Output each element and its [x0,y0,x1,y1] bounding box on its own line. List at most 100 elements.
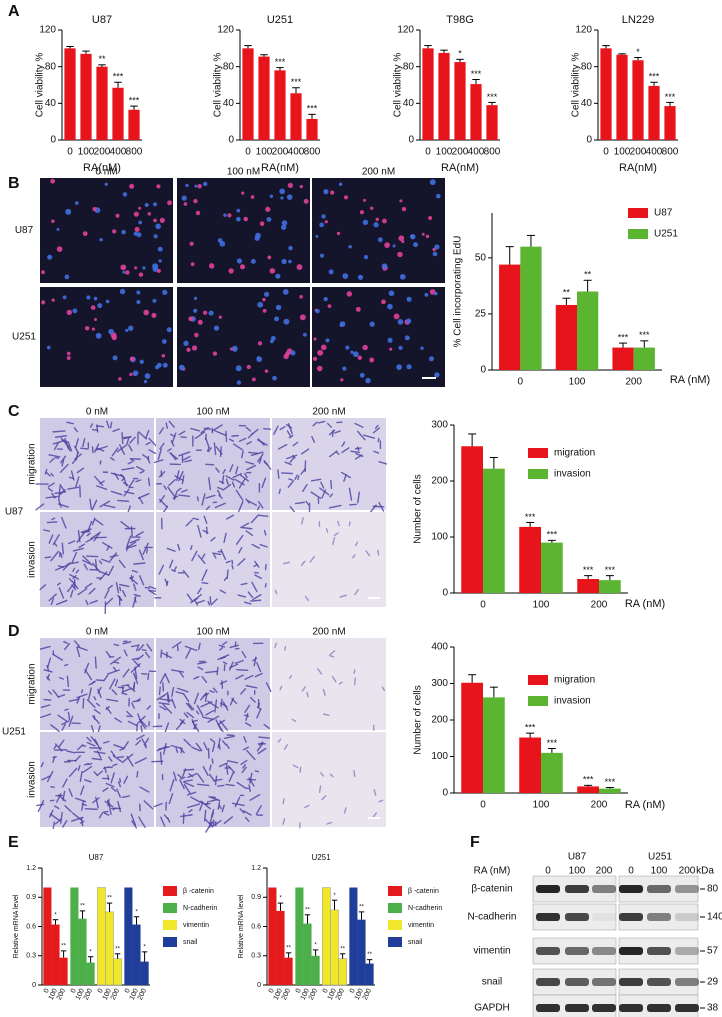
y-tick-label: 40 [581,98,593,109]
cell [210,536,216,542]
nucleus [108,328,114,335]
blot-band [647,1004,671,1012]
cell [58,485,61,499]
nucleus [129,183,135,189]
cell [41,775,51,781]
cell [225,430,228,442]
x-tick-label: 100 [533,600,550,611]
significance: *** [605,777,616,787]
cell [140,721,146,730]
cell [273,425,279,435]
cell [57,714,68,723]
cell [348,521,351,527]
x-tick-label: 0 [603,147,609,158]
blot-band [536,885,560,893]
cell [353,770,356,777]
nucleus [193,198,198,204]
nucleus [316,365,323,372]
cell [107,584,113,590]
nucleus [82,231,88,237]
significance: *** [547,738,558,748]
cell [70,816,84,822]
cell [237,594,247,598]
x-axis-label: RA(nM) [83,162,121,174]
cell [190,597,199,604]
cell [321,795,327,801]
cell [84,668,93,681]
cell [168,793,174,805]
cell [110,787,117,792]
cell [61,458,65,467]
cell [329,650,336,656]
blot-band [536,947,560,955]
image-background [40,512,154,607]
bar [600,48,612,141]
x-tick-label: 0 [295,988,303,995]
nucleus [153,218,157,223]
nucleus [369,357,375,363]
cell [89,423,94,428]
x-tick-label: 0 [245,147,251,158]
cell [127,720,138,727]
nucleus [421,232,425,236]
cell [197,773,205,783]
cell [68,578,73,583]
bar [51,924,60,985]
cell [68,788,73,797]
y-axis-label: Cell viability % [213,53,224,118]
micrograph [272,418,388,516]
cell [228,438,235,442]
x-tick-label: 200 [591,600,608,611]
cell [249,599,262,602]
x-tick-label: 100 [129,988,140,1002]
nucleus [398,345,403,350]
significance: * [89,949,92,955]
cell [95,445,108,451]
cell [217,486,223,490]
nucleus [155,365,160,370]
cell [378,502,385,512]
nucleus [236,380,242,385]
cell [321,489,327,499]
legend-swatch [528,675,548,685]
cell [326,821,333,825]
cell [46,676,51,681]
cell [278,488,281,495]
cell [46,521,58,524]
cell [257,747,267,755]
cell [208,477,212,491]
cell [109,678,116,690]
cell [89,599,98,604]
cell [84,807,98,811]
cell [261,477,267,489]
cell [197,661,207,665]
y-tick-label: 25 [475,309,487,320]
cell [284,645,287,651]
cell [80,689,84,694]
cell [137,492,150,499]
cell [158,564,165,575]
cell [90,724,95,734]
cell [110,772,115,784]
cell [205,709,215,716]
nucleus [166,327,172,333]
cell [309,555,315,563]
nucleus [404,335,410,341]
nucleus [429,289,436,295]
cell [243,736,247,743]
cell [254,574,263,580]
cell [53,745,57,750]
x-tick-label: 200 [452,147,469,158]
cell [195,710,200,715]
bar [461,446,483,593]
group-label: U87 [568,852,587,863]
nucleus [399,199,403,203]
cell [245,498,250,504]
cell [187,702,195,711]
cell [66,750,76,754]
nucleus [339,321,346,327]
cell [220,698,223,708]
bar [295,887,304,985]
cell [129,576,134,580]
legend-label: β -catenin [183,888,214,895]
